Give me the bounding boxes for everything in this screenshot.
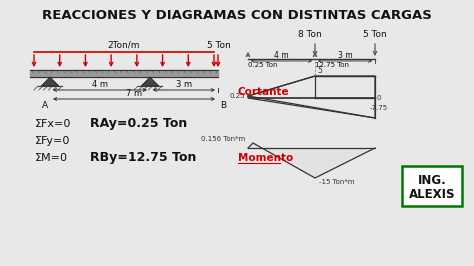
- Text: 3 m: 3 m: [337, 51, 352, 60]
- Text: A: A: [42, 101, 48, 110]
- Text: ΣM=0: ΣM=0: [35, 153, 68, 163]
- Text: 0.156 Ton*m: 0.156 Ton*m: [201, 136, 245, 142]
- Text: 2Ton/m: 2Ton/m: [108, 41, 140, 50]
- Text: ALEXIS: ALEXIS: [409, 188, 455, 201]
- Text: ΣFx=0: ΣFx=0: [35, 119, 72, 129]
- Text: 7 m: 7 m: [126, 89, 142, 98]
- Text: REACCIONES Y DIAGRAMAS CON DISTINTAS CARGAS: REACCIONES Y DIAGRAMAS CON DISTINTAS CAR…: [42, 9, 432, 22]
- Text: 8 Ton: 8 Ton: [298, 30, 322, 39]
- Text: 5 Ton: 5 Ton: [363, 30, 387, 39]
- Text: ΣFy=0: ΣFy=0: [35, 136, 70, 146]
- Polygon shape: [41, 77, 59, 86]
- Text: 3 m: 3 m: [176, 80, 192, 89]
- Text: 5: 5: [317, 66, 322, 75]
- Text: RBy=12.75 Ton: RBy=12.75 Ton: [90, 152, 196, 164]
- Text: Momento: Momento: [238, 153, 293, 163]
- Polygon shape: [248, 143, 375, 178]
- Text: Cortante: Cortante: [238, 87, 290, 97]
- Polygon shape: [141, 77, 159, 86]
- Text: 0.25: 0.25: [229, 93, 245, 99]
- Text: 12.75 Ton: 12.75 Ton: [315, 62, 349, 68]
- Text: 4 m: 4 m: [92, 80, 108, 89]
- Text: 0: 0: [377, 95, 382, 101]
- Text: 0.25 Ton: 0.25 Ton: [248, 62, 277, 68]
- Text: 5 Ton: 5 Ton: [207, 41, 231, 50]
- Text: ING.: ING.: [418, 173, 447, 186]
- FancyBboxPatch shape: [402, 166, 462, 206]
- Text: RAy=0.25 Ton: RAy=0.25 Ton: [90, 118, 187, 131]
- Text: -15 Ton*m: -15 Ton*m: [319, 179, 355, 185]
- Text: 4 m: 4 m: [274, 51, 289, 60]
- Text: -7.75: -7.75: [370, 105, 388, 111]
- Text: B: B: [220, 101, 226, 110]
